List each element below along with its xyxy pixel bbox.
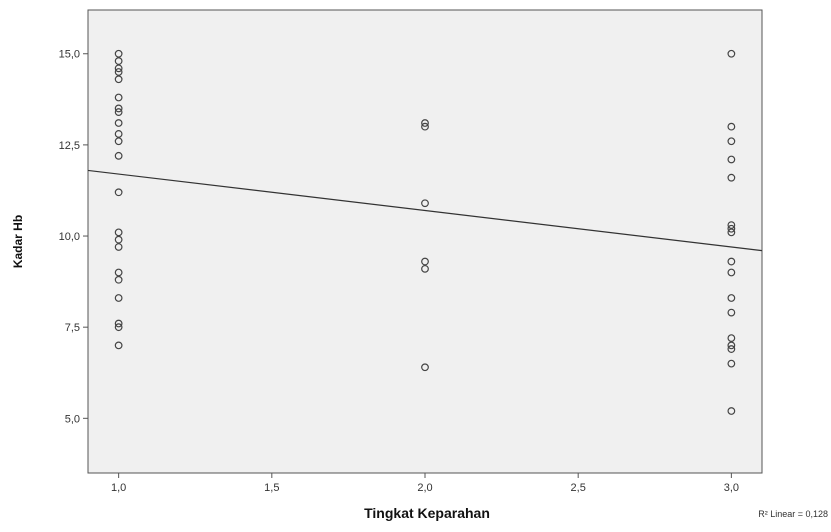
data-point [114, 319, 123, 328]
data-point [727, 359, 736, 368]
data-point [727, 221, 736, 229]
data-point [421, 257, 429, 266]
data-point [114, 75, 123, 84]
fit-line [87, 169, 763, 252]
data-point [114, 64, 123, 73]
x-tick-label: 1,5 [264, 482, 279, 494]
x-tick-label: 1,0 [111, 482, 126, 494]
data-point [114, 119, 123, 127]
data-point [727, 173, 736, 182]
data-point [114, 243, 123, 251]
y-tick-label: 12,5 [59, 140, 80, 152]
data-point [727, 334, 736, 343]
data-point [727, 345, 736, 353]
data-point [421, 363, 429, 372]
data-point [727, 268, 736, 277]
data-point [114, 93, 123, 102]
data-point [114, 151, 123, 160]
data-point [727, 224, 736, 233]
data-point [727, 155, 736, 164]
data-point [114, 341, 123, 350]
data-point [114, 275, 123, 284]
data-point [727, 308, 736, 317]
data-point [114, 268, 123, 277]
data-point [114, 294, 123, 302]
y-tick-label: 5,0 [65, 413, 80, 425]
data-point [727, 341, 736, 350]
data-point [114, 68, 123, 76]
data-point [421, 122, 429, 131]
data-point [727, 257, 736, 266]
data-point [114, 235, 123, 244]
data-point [421, 199, 429, 208]
data-point [114, 108, 123, 116]
data-point [727, 137, 736, 146]
data-point [114, 57, 123, 65]
x-tick-label: 2,5 [571, 482, 586, 494]
data-point [727, 407, 736, 415]
data-point [421, 264, 429, 273]
data-point [114, 104, 123, 113]
y-axis-label: Kadar Hb [11, 215, 25, 268]
y-tick-label: 7,5 [65, 322, 80, 334]
data-point [421, 119, 429, 127]
data-point [727, 228, 736, 237]
x-tick-label: 3,0 [724, 482, 739, 494]
x-axis-label: Tingkat Keparahan [364, 505, 490, 521]
data-point [727, 122, 736, 131]
data-point [114, 130, 123, 138]
data-point [727, 49, 736, 58]
plot-area [87, 9, 763, 474]
data-point [114, 137, 123, 146]
x-tick-label: 2,0 [417, 482, 432, 494]
y-tick-label: 15,0 [59, 49, 80, 61]
data-point [114, 49, 123, 58]
r-squared-label: R² Linear = 0,128 [758, 509, 828, 519]
data-point [727, 294, 736, 302]
y-tick-label: 10,0 [59, 231, 80, 243]
data-point [114, 188, 123, 197]
data-point [114, 323, 123, 332]
data-point [114, 228, 123, 237]
